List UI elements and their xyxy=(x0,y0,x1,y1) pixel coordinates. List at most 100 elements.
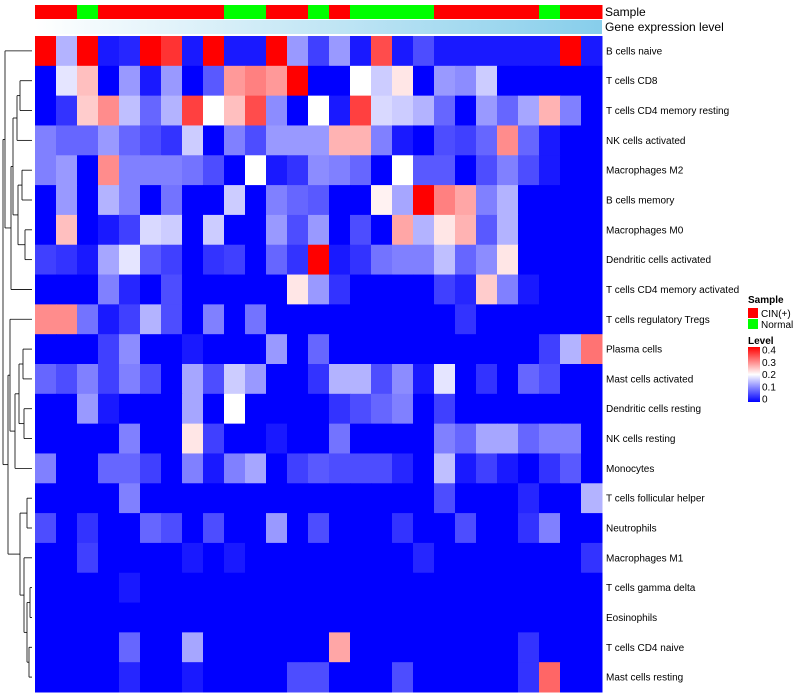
heatmap-cell xyxy=(413,36,435,67)
heatmap-cell xyxy=(371,214,393,246)
heatmap-cell xyxy=(434,185,456,216)
heatmap-cell xyxy=(434,155,456,186)
heatmap-cell xyxy=(413,662,435,693)
heatmap-cell xyxy=(56,214,78,246)
heatmap-cell xyxy=(266,542,288,574)
heatmap-cell xyxy=(518,155,540,186)
heatmap-cell xyxy=(287,214,309,246)
heatmap-cell xyxy=(161,214,183,246)
heatmap-cell xyxy=(161,513,183,544)
heatmap-cell xyxy=(161,185,183,216)
heatmap-cell xyxy=(140,214,162,246)
heatmap-cell xyxy=(77,364,99,395)
heatmap-cell xyxy=(77,483,99,514)
heatmap-cell xyxy=(329,393,351,425)
heatmap-cell xyxy=(140,304,162,335)
sample-annotation-cell xyxy=(77,5,99,19)
heatmap-cell xyxy=(287,274,309,305)
heatmap-cell xyxy=(140,423,162,454)
heatmap-cell xyxy=(203,662,225,693)
heatmap-cell xyxy=(371,125,393,156)
heatmap-cell xyxy=(77,214,99,246)
sample-annotation-cell xyxy=(371,5,393,19)
heatmap-cell xyxy=(476,125,498,156)
heatmap-cell xyxy=(413,483,435,514)
heatmap-cell xyxy=(98,334,120,365)
heatmap-cell xyxy=(434,364,456,395)
heatmap-cell xyxy=(56,125,78,156)
heatmap-cell xyxy=(560,364,582,395)
heatmap-cell xyxy=(434,483,456,514)
heatmap-cell xyxy=(224,364,246,395)
heatmap-cell xyxy=(77,155,99,186)
heatmap-cell xyxy=(392,662,414,693)
heatmap-cell xyxy=(77,632,99,663)
heatmap-cell xyxy=(98,483,120,514)
heatmap-cell xyxy=(476,244,498,276)
heatmap-cell xyxy=(497,274,519,305)
heatmap-cell xyxy=(119,214,141,246)
heatmap-cell xyxy=(455,542,477,574)
heatmap-cell xyxy=(182,95,204,126)
heatmap-cell xyxy=(308,334,330,365)
heatmap-cell xyxy=(245,334,267,365)
heatmap-cell xyxy=(350,155,372,186)
heatmap-cell xyxy=(329,542,351,574)
expression-level-annotation-bar xyxy=(35,20,602,34)
heatmap-cell xyxy=(434,423,456,454)
row-label: Neutrophils xyxy=(606,524,657,535)
heatmap-cell xyxy=(518,125,540,156)
heatmap-cell xyxy=(560,304,582,335)
heatmap-cell xyxy=(266,483,288,514)
legend-sample-label: CIN(+) xyxy=(761,309,791,320)
heatmap-cell xyxy=(455,274,477,305)
sample-annotation-cell xyxy=(455,5,477,19)
heatmap-cell xyxy=(581,542,603,574)
heatmap-cell xyxy=(392,632,414,663)
heatmap-cell xyxy=(413,125,435,156)
heatmap-cell xyxy=(455,155,477,186)
heatmap-cell xyxy=(497,36,519,67)
heatmap-cell xyxy=(413,572,435,604)
heatmap-cell xyxy=(371,155,393,186)
annotation-label-sample: Sample xyxy=(605,5,646,19)
heatmap-cell xyxy=(98,274,120,305)
heatmap-cell xyxy=(413,155,435,186)
heatmap-cell xyxy=(434,572,456,604)
heatmap-cell xyxy=(245,95,267,126)
heatmap-cell xyxy=(35,244,57,276)
heatmap-cell xyxy=(266,364,288,395)
heatmap-cell xyxy=(308,214,330,246)
heatmap-cell xyxy=(308,483,330,514)
row-label: T cells regulatory Tregs xyxy=(606,315,710,326)
heatmap-cell xyxy=(329,513,351,544)
heatmap-cell xyxy=(245,393,267,425)
heatmap-cell xyxy=(182,572,204,604)
heatmap-cell xyxy=(539,602,561,633)
heatmap-cell xyxy=(203,304,225,335)
heatmap-cell xyxy=(56,453,78,484)
heatmap-cell xyxy=(119,423,141,454)
heatmap-cell xyxy=(518,185,540,216)
heatmap-cell xyxy=(497,602,519,633)
heatmap-cell xyxy=(455,602,477,633)
heatmap-cell xyxy=(518,393,540,425)
heatmap-cell xyxy=(77,393,99,425)
heatmap-cell xyxy=(224,274,246,305)
heatmap-cell xyxy=(371,393,393,425)
heatmap-cell xyxy=(140,483,162,514)
heatmap-cell xyxy=(182,334,204,365)
heatmap-cell xyxy=(119,274,141,305)
heatmap-cell xyxy=(413,453,435,484)
heatmap-cell xyxy=(119,95,141,126)
heatmap-cell xyxy=(35,632,57,663)
heatmap-cell xyxy=(182,125,204,156)
heatmap-cell xyxy=(539,155,561,186)
heatmap-cell xyxy=(581,304,603,335)
heatmap-cell xyxy=(77,423,99,454)
heatmap-cell xyxy=(203,244,225,276)
heatmap-cell xyxy=(56,36,78,67)
heatmap-cell xyxy=(77,36,99,67)
heatmap-cell xyxy=(266,304,288,335)
legend-level-tick: 0.2 xyxy=(762,370,776,381)
